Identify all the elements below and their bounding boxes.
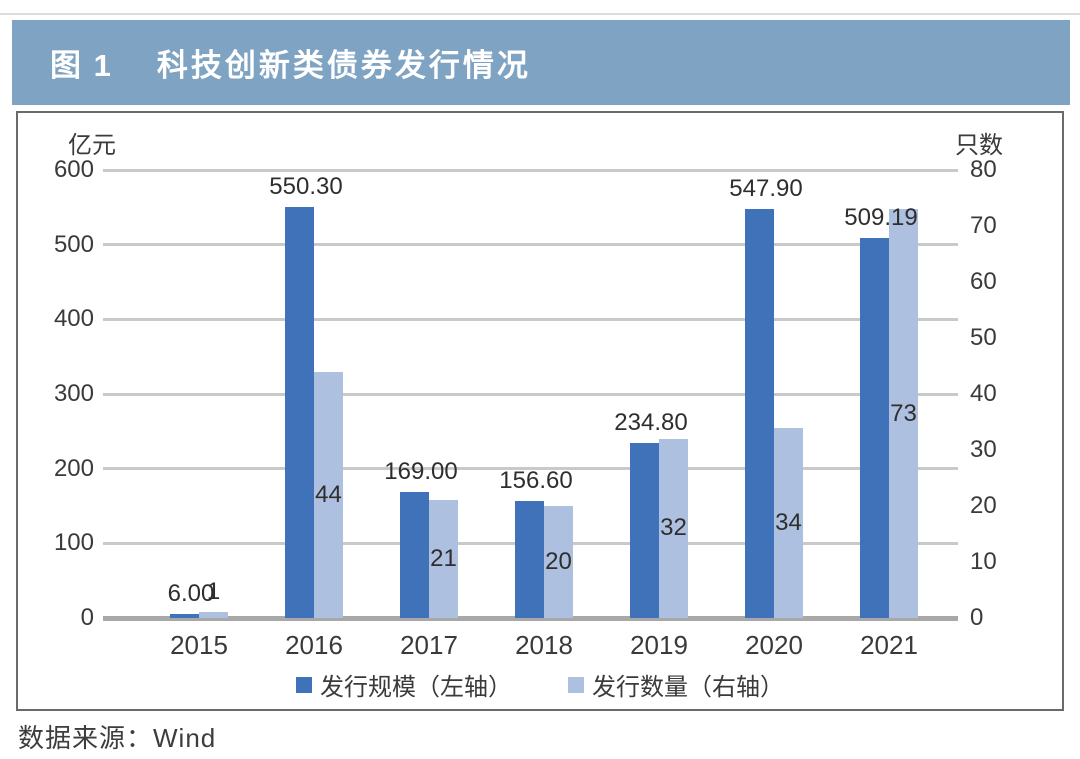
figure-number: 图 1 [50,48,113,83]
x-axis-tick-2016: 2016 [285,630,343,660]
legend-label-issuance-scale: 发行规模（左轴） [320,674,512,701]
y-axis-left-tick-500: 500 [53,230,94,258]
bar-issuance-scale-2016 [285,207,314,618]
y-axis-right-tick-20: 20 [970,492,997,519]
bar-issuance-count-2016 [314,371,343,618]
gridline-500 [103,243,958,247]
value-label-count-2021: 73 [890,399,917,427]
gridline-300 [103,392,958,396]
value-label-scale-2015: 6.00 [167,579,215,607]
y-axis-right-tick-60: 60 [970,268,997,295]
figure-title: 科技创新类债券发行情况 [156,48,531,83]
x-axis-tick-2015: 2015 [170,630,228,660]
value-label-scale-2019: 234.80 [614,408,688,436]
y-axis-right-tick-50: 50 [970,324,997,351]
x-axis-tick-2017: 2017 [400,630,458,660]
page-top-divider [0,13,1080,15]
value-label-count-2016: 44 [315,480,342,508]
bar-issuance-scale-2017 [400,491,429,618]
y-axis-right-tick-0: 0 [970,604,984,631]
value-label-count-2018: 20 [545,548,572,575]
y-axis-left-tick-0: 0 [80,604,94,631]
value-label-scale-2018: 156.60 [499,467,573,495]
y-axis-right-tick-30: 30 [970,436,997,463]
x-axis-tick-2021: 2021 [860,630,918,660]
value-label-count-2019: 32 [660,514,687,542]
bar-issuance-scale-2021 [860,237,889,618]
value-label-scale-2021: 509.19 [844,203,918,231]
bar-issuance-count-2019 [659,438,688,618]
left-axis-unit-label: 亿元 [68,132,116,159]
gridline-200 [103,467,958,471]
bar-issuance-scale-2015 [170,613,199,618]
legend-item-issuance-count: 发行数量（右轴） [568,667,784,702]
y-axis-left-tick-400: 400 [53,305,94,333]
legend-label-issuance-count: 发行数量（右轴） [592,674,784,701]
bar-issuance-count-2018 [544,506,573,618]
value-label-count-2020: 34 [775,508,802,536]
bar-issuance-count-2020 [774,427,803,618]
figure-title-band: 图 1 科技创新类债券发行情况 [12,20,1070,105]
y-axis-right-tick-10: 10 [970,548,997,575]
y-axis-left-tick-300: 300 [53,380,94,407]
y-axis-left-tick-200: 200 [53,454,94,482]
x-axis-tick-2020: 2020 [745,630,803,660]
right-axis-unit-label: 只数 [955,132,1003,159]
bar-issuance-count-2015 [199,612,228,618]
value-label-count-2015: 1 [206,578,221,606]
x-axis-tick-2019: 2019 [630,630,688,660]
bar-issuance-count-2021 [889,209,918,618]
bar-issuance-scale-2020 [745,208,774,618]
value-label-count-2017: 21 [430,545,457,573]
bar-issuance-scale-2019 [630,442,659,618]
data-source: 数据来源：Wind [18,723,217,753]
legend-item-issuance-scale: 发行规模（左轴） [296,667,512,702]
gridline-600 [103,168,958,172]
chart-container: 亿元 只数 600 500 400 300 200 100 0 80 70 60 50 40 30 20 1… [16,111,1064,711]
legend-swatch-issuance-count [568,676,584,693]
x-axis-line [103,616,958,621]
x-axis-tick-2018: 2018 [515,630,573,660]
value-label-scale-2017: 169.00 [384,457,458,485]
bar-issuance-count-2017 [429,500,458,618]
y-axis-right-tick-40: 40 [970,380,997,407]
legend: 发行规模（左轴） 发行数量（右轴） [18,667,1062,702]
y-axis-left-tick-600: 600 [53,156,94,183]
value-label-scale-2020: 547.90 [729,174,803,202]
legend-swatch-issuance-scale [296,676,312,693]
y-axis-right-tick-70: 70 [970,212,997,239]
bar-issuance-scale-2018 [515,501,544,618]
value-label-scale-2016: 550.30 [269,173,343,201]
chart-canvas: 亿元 只数 600 500 400 300 200 100 0 80 70 60 50 40 30 20 1… [18,113,1062,709]
gridline-400 [103,317,958,321]
y-axis-right-tick-80: 80 [970,156,997,183]
y-axis-left-tick-100: 100 [53,529,94,557]
